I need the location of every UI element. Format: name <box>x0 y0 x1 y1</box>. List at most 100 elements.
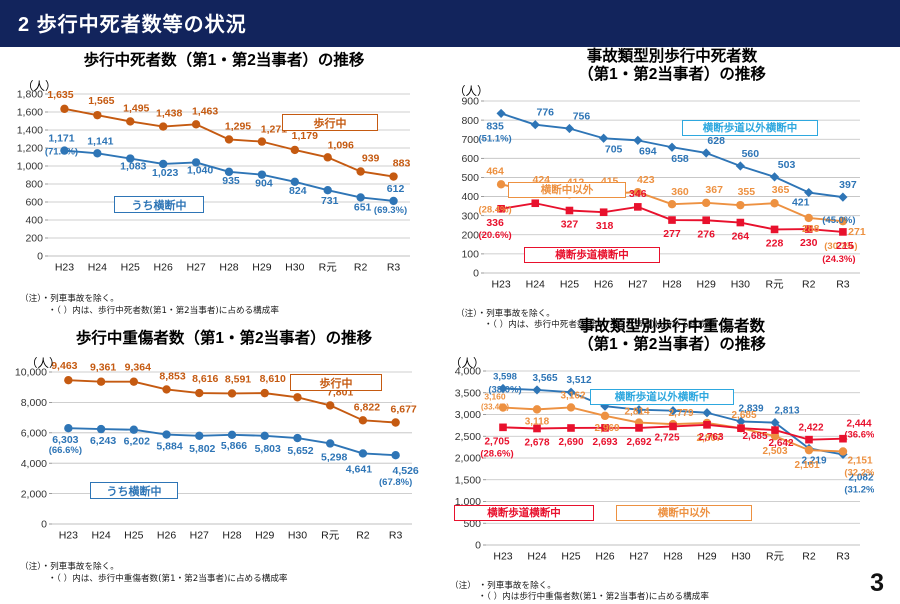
data-label: 2,444 <box>846 418 871 429</box>
pct-label: (36.6%) <box>844 429 874 440</box>
data-label: 5,884 <box>156 441 182 453</box>
y-tick-label: 2,500 <box>455 430 481 442</box>
x-tick-label: H30 <box>731 550 750 562</box>
data-label: 360 <box>671 186 689 198</box>
data-label: 318 <box>596 220 614 232</box>
data-label: 327 <box>561 218 579 230</box>
chart-title-line1: 事故類型別歩行中死者数 <box>586 48 758 65</box>
y-tick-label: 600 <box>25 197 43 209</box>
legend-serious-not-crossing: 横断中以外 <box>616 504 752 521</box>
y-tick-label: 2,000 <box>455 452 481 464</box>
data-label: 2,219 <box>801 455 826 466</box>
x-tick-label: H29 <box>252 262 271 274</box>
data-label: 824 <box>289 185 307 197</box>
x-tick-label: H27 <box>186 262 205 274</box>
legend-deaths-not-crossing: 横断中以外 <box>508 181 626 198</box>
data-label: 2,779 <box>668 408 693 419</box>
x-tick-label: H28 <box>662 278 681 290</box>
legend-walking-deaths-blue: うち横断中 <box>114 196 204 214</box>
chart-panel-deaths-by-type: 事故類型別歩行中死者数 （第1・第2当事者）の推移 0 100 200 300 400 5… <box>444 48 900 330</box>
x-tick-label: H29 <box>697 550 716 562</box>
y-tick-label: 4,000 <box>21 458 47 470</box>
data-label: 271 <box>848 226 866 238</box>
chart-title-walking-deaths: 歩行中死者数（第1・第2当事者）の推移 <box>83 52 365 69</box>
data-label: 694 <box>639 145 657 157</box>
y-tick-label: 500 <box>461 172 479 184</box>
data-label: 3,160 <box>484 391 506 401</box>
x-tick-label: H25 <box>561 550 580 562</box>
data-label: 3,118 <box>525 416 550 427</box>
data-label: 883 <box>393 158 411 170</box>
data-label: 6,677 <box>390 404 416 416</box>
y-tick-label: 3,000 <box>455 409 481 421</box>
data-label: 705 <box>605 143 623 155</box>
x-tick-label: H26 <box>595 550 614 562</box>
data-label: 421 <box>792 196 810 208</box>
data-label: 1,635 <box>47 89 73 101</box>
pct-label: (38.0%) <box>488 384 521 395</box>
y-tick-label: 1,000 <box>17 161 43 173</box>
chart-note-walking-deaths: （注）・列車事故を除く。 ・（ ）内は、歩行中死者数(第1・第2当事者)に占める構… <box>4 294 444 317</box>
y-axis-unit-label: （人） <box>454 85 489 98</box>
plot-area-walking-serious: 0 2,000 4,000 6,000 8,000 10,000 H23 H24 H25 H26 H… <box>4 350 422 546</box>
data-label: 2,181 <box>794 460 819 471</box>
note-line: （注）・列車事故を除く。 <box>456 308 555 319</box>
pct-label: (51.1%) <box>478 133 511 144</box>
x-tick-label: R3 <box>836 550 850 562</box>
x-tick-label: R元 <box>765 278 784 290</box>
chart-panel-walking-serious: 歩行中重傷者数（第1・第2当事者）の推移 0 2,000 4,000 6,000 8,0… <box>4 330 444 598</box>
data-label: 3,512 <box>566 375 591 386</box>
y-tick-label: 1,500 <box>455 474 481 486</box>
y-tick-label: 1,200 <box>17 143 43 155</box>
x-tick-label: H27 <box>629 550 648 562</box>
data-label: 1,463 <box>192 106 218 118</box>
y-tick-label: 4,000 <box>455 365 481 377</box>
note-line: ・（ ）内は、歩行中死者数(第1・第2当事者)に占める構成率 <box>48 305 279 316</box>
page-title: 2 歩行中死者数等の状況 <box>18 13 247 36</box>
x-tick-label: H23 <box>491 278 510 290</box>
data-label: 560 <box>742 148 760 160</box>
data-label: 8,616 <box>192 373 218 385</box>
data-label: 1,040 <box>187 165 213 177</box>
data-label: 9,463 <box>51 360 77 372</box>
data-label: 2,813 <box>774 405 799 416</box>
x-tick-label: H28 <box>219 262 238 274</box>
data-label: 1,023 <box>152 167 178 179</box>
pct-label: (66.6%) <box>49 445 82 456</box>
y-axis-unit-label: （人） <box>26 358 61 371</box>
data-label: 264 <box>732 230 750 242</box>
plot-area-deaths-by-type: 0 100 200 300 400 500 600 700 800 900 H23 H24 H25 H26… <box>444 86 874 295</box>
pct-label: (28.6%) <box>480 448 513 459</box>
x-tick-label: H29 <box>255 530 274 542</box>
y-tick-label: 1,400 <box>17 125 43 137</box>
data-label: 215 <box>836 239 854 251</box>
x-tick-label: R元 <box>321 530 340 542</box>
data-label: 3,598 <box>493 371 517 382</box>
data-label: 8,853 <box>159 371 185 383</box>
x-tick-label: R2 <box>802 550 816 562</box>
y-tick-label: 400 <box>461 191 479 203</box>
y-tick-label: 2,000 <box>21 489 47 501</box>
page-number: 3 <box>870 569 884 597</box>
x-tick-label: R3 <box>387 262 401 274</box>
y-tick-label: 800 <box>25 179 43 191</box>
pct-label: (45.0%) <box>822 215 855 226</box>
data-label: 397 <box>839 179 857 191</box>
data-label: 658 <box>671 153 689 165</box>
data-label: 1,565 <box>88 95 114 107</box>
y-tick-label: 700 <box>461 133 479 145</box>
data-label: 2,082 <box>848 472 873 483</box>
y-tick-label: 800 <box>461 114 479 126</box>
data-label: 835 <box>486 120 504 132</box>
chart-note-serious-by-type: （注） ・列車事故を除く。 ・（ ）内は歩行中重傷者数(第1・第2当事者)に占める… <box>444 581 900 604</box>
x-tick-label: H27 <box>628 278 647 290</box>
chart-title-line2: （第1・第2当事者）の推移 <box>578 66 766 84</box>
data-label: 365 <box>772 184 790 196</box>
chart-title-walking-serious: 歩行中重傷者数（第1・第2当事者）の推移 <box>75 330 373 347</box>
chart-title-deaths-by-type: 事故類型別歩行中死者数 （第1・第2当事者）の推移 <box>444 48 900 85</box>
data-label: 651 <box>354 202 372 214</box>
data-label: 228 <box>766 237 784 249</box>
data-label: 2,814 <box>624 406 649 417</box>
data-label: 1,438 <box>156 108 182 120</box>
data-label: 5,866 <box>221 440 247 452</box>
